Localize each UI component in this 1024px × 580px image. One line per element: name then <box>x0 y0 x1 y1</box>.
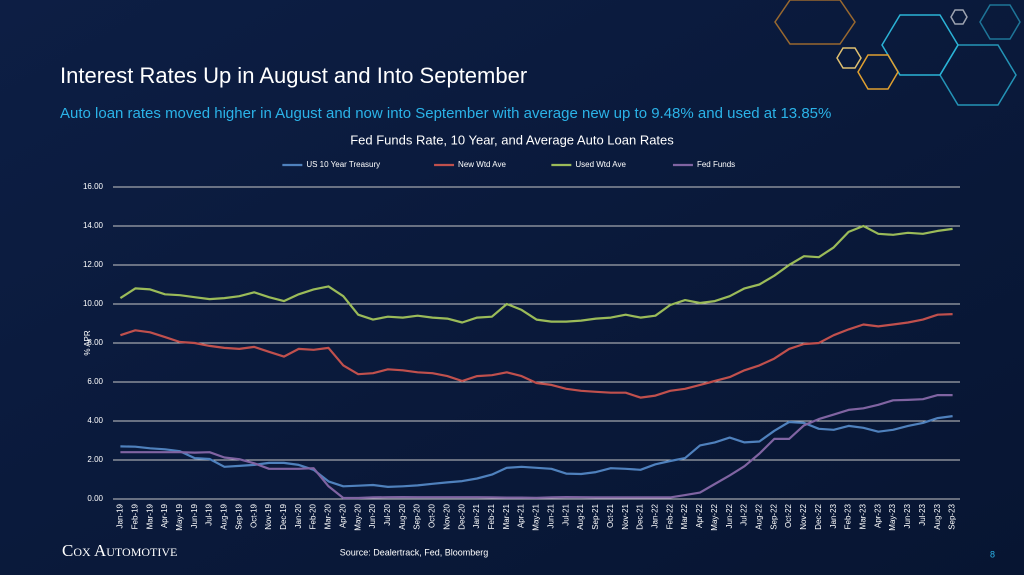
x-tick-label: Dec-20 <box>457 503 466 529</box>
x-tick-label: Sep-21 <box>591 503 600 529</box>
x-tick-label: Aug-23 <box>933 503 942 529</box>
x-tick-label: Aug-19 <box>220 503 229 529</box>
y-tick-label: 8.00 <box>87 338 103 347</box>
x-tick-label: Mar-21 <box>502 503 511 529</box>
legend-label: Used Wtd Ave <box>575 160 626 169</box>
logo: Cox Automotive <box>62 541 177 560</box>
x-tick-label: Aug-22 <box>755 503 764 529</box>
x-tick-label: May-23 <box>888 503 897 530</box>
x-tick-label: Jan-20 <box>294 503 303 528</box>
x-tick-label: May-22 <box>710 503 719 530</box>
x-tick-label: Nov-20 <box>442 503 451 529</box>
x-tick-label: Apr-22 <box>695 503 704 528</box>
x-tick-label: Sep-22 <box>769 503 778 529</box>
y-tick-label: 6.00 <box>87 377 103 386</box>
x-tick-label: Jul-19 <box>205 503 214 525</box>
x-tick-label: Oct-22 <box>784 503 793 528</box>
page-number: 8 <box>990 549 995 559</box>
x-tick-label: Jan-19 <box>116 503 125 528</box>
x-tick-label: Dec-21 <box>636 503 645 529</box>
x-tick-label: Jul-22 <box>740 503 749 525</box>
x-tick-label: Jul-23 <box>918 503 927 525</box>
x-tick-label: May-21 <box>532 503 541 530</box>
x-tick-label: Mar-20 <box>324 503 333 529</box>
x-tick-label: Apr-19 <box>160 503 169 528</box>
x-tick-label: May-20 <box>353 503 362 530</box>
y-tick-label: 2.00 <box>87 455 103 464</box>
x-tick-label: Nov-21 <box>621 503 630 529</box>
y-tick-label: 12.00 <box>83 260 104 269</box>
x-tick-label: Apr-20 <box>338 503 347 528</box>
x-tick-label: Feb-22 <box>665 503 674 529</box>
x-tick-label: Jan-23 <box>829 503 838 528</box>
y-tick-label: 10.00 <box>83 299 104 308</box>
legend-label: New Wtd Ave <box>458 160 506 169</box>
x-tick-label: Oct-21 <box>606 503 615 528</box>
x-tick-label: Jun-22 <box>725 503 734 528</box>
slide-subtitle: Auto loan rates moved higher in August a… <box>60 105 831 122</box>
x-tick-label: Jul-21 <box>561 503 570 525</box>
x-tick-label: Nov-19 <box>264 503 273 529</box>
x-tick-label: Dec-22 <box>814 503 823 529</box>
legend-label: Fed Funds <box>697 160 735 169</box>
series-line <box>120 394 953 500</box>
x-tick-label: Apr-23 <box>873 503 882 528</box>
x-tick-label: Feb-20 <box>309 503 318 529</box>
x-tick-label: Jun-23 <box>903 503 912 528</box>
x-tick-label: Oct-20 <box>428 503 437 528</box>
x-tick-label: Jun-19 <box>190 503 199 528</box>
x-tick-label: Feb-21 <box>487 503 496 529</box>
hexagon-decoration <box>774 0 1021 106</box>
x-tick-label: Jun-20 <box>368 503 377 528</box>
y-tick-label: 14.00 <box>83 221 104 230</box>
x-tick-label: Mar-23 <box>859 503 868 529</box>
x-tick-label: Feb-19 <box>130 503 139 529</box>
x-tick-label: Aug-20 <box>398 503 407 529</box>
chart-title: Fed Funds Rate, 10 Year, and Average Aut… <box>350 132 674 147</box>
x-tick-label: Jan-21 <box>472 503 481 528</box>
x-tick-label: Sep-23 <box>948 503 957 529</box>
x-tick-label: Apr-21 <box>517 503 526 528</box>
x-tick-label: Mar-19 <box>145 503 154 529</box>
x-tick-label: Jul-20 <box>383 503 392 525</box>
x-tick-label: May-19 <box>175 503 184 530</box>
y-tick-label: 16.00 <box>83 182 104 191</box>
x-tick-label: Jan-22 <box>650 503 659 528</box>
x-tick-label: Feb-23 <box>844 503 853 529</box>
x-tick-label: Jun-21 <box>546 503 555 528</box>
series-line <box>119 224 953 324</box>
series-line <box>120 313 953 399</box>
slide-title: Interest Rates Up in August and Into Sep… <box>60 63 527 88</box>
y-tick-label: 0.00 <box>87 494 103 503</box>
legend-label: US 10 Year Treasury <box>306 160 380 169</box>
x-tick-label: Oct-19 <box>249 503 258 528</box>
y-tick-label: 4.00 <box>87 416 103 425</box>
x-tick-label: Aug-21 <box>576 503 585 529</box>
x-tick-label: Sep-20 <box>413 503 422 529</box>
x-tick-label: Sep-19 <box>234 503 243 529</box>
y-axis-label: % APR <box>83 330 92 356</box>
x-tick-label: Dec-19 <box>279 503 288 529</box>
x-tick-label: Mar-22 <box>680 503 689 529</box>
source: Source: Dealertrack, Fed, Bloomberg <box>340 547 489 557</box>
x-tick-label: Nov-22 <box>799 503 808 529</box>
